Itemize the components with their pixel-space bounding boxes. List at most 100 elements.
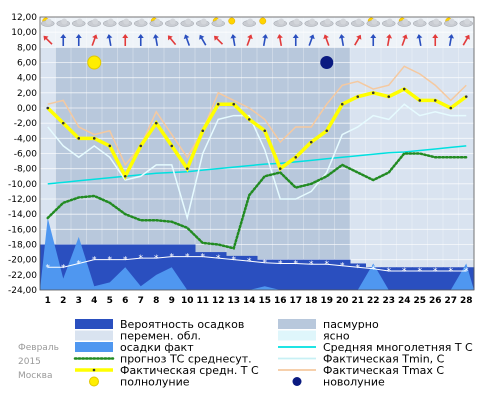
x-tick-label: 9 — [169, 296, 175, 306]
x-tick-label: 19 — [320, 296, 333, 306]
tavg-line — [46, 87, 468, 181]
wind-arrow-icon — [354, 34, 362, 46]
star-marker: * — [309, 260, 314, 270]
cloud-puff — [355, 18, 362, 25]
cloud-puff — [278, 18, 285, 25]
star-marker: * — [340, 262, 345, 272]
wind-arrow-icon — [183, 34, 191, 46]
tavg-point — [418, 99, 422, 102]
y-tick-label: -12,00 — [8, 195, 37, 205]
legend-label-tavg: Фактическая средн. Т С — [120, 364, 259, 377]
star-marker: * — [123, 256, 128, 266]
star-marker: * — [449, 267, 454, 277]
cloud-puff — [371, 18, 378, 25]
star-marker: * — [154, 254, 159, 264]
cloud-puff — [107, 18, 114, 25]
y-tick-label: -2,00 — [14, 119, 38, 129]
star-marker: * — [46, 263, 51, 273]
legend-swatch-precip_fact — [75, 342, 113, 352]
star-marker: * — [418, 267, 423, 277]
wind-arrow-icon — [370, 34, 377, 46]
city-label: Москва — [18, 371, 52, 381]
cloud-puff — [464, 18, 471, 25]
cloud-puff — [138, 18, 145, 25]
wind-arrow-head — [199, 34, 205, 40]
star-marker: * — [216, 254, 221, 264]
weather-icons — [41, 17, 473, 47]
wind-arrow-icon — [338, 34, 345, 47]
cloud-puff — [386, 18, 393, 25]
normal-temp-line — [47, 145, 467, 185]
precip-fact-area — [40, 217, 474, 290]
tmin-line — [47, 103, 467, 221]
star-marker: * — [464, 267, 469, 277]
x-tick-label: 16 — [274, 296, 287, 306]
y-tick-label: -20,00 — [8, 256, 37, 266]
plot-border — [39, 16, 475, 291]
star-marker: * — [201, 253, 206, 263]
precip-prob-day-24 — [396, 267, 413, 290]
tavg-point — [247, 118, 251, 121]
tavg-point — [154, 121, 158, 125]
wind-arrow-head — [370, 34, 377, 38]
star-marker: * — [433, 267, 438, 277]
tavg-point — [123, 174, 127, 178]
star-marker: * — [108, 256, 113, 266]
legend-label-newmoon: новолуние — [323, 376, 385, 389]
tavg-point — [61, 121, 65, 125]
x-tick-label: 28 — [460, 296, 473, 306]
x-tick-label: 15 — [258, 296, 271, 306]
tavg-point — [185, 167, 189, 170]
x-tick-label: 20 — [336, 296, 349, 306]
star-marker: * — [247, 257, 252, 267]
month-label: Февраль — [18, 343, 59, 353]
tavg-point — [340, 102, 344, 106]
star-marker: * — [170, 253, 175, 263]
wind-arrow-head — [386, 34, 393, 39]
cloud-puff — [61, 18, 68, 25]
tavg-point — [294, 155, 298, 159]
y-tick-label: -16,00 — [8, 225, 37, 235]
x-tick-label: 3 — [76, 296, 82, 306]
tavg-point — [402, 87, 406, 91]
wind-arrow-head — [230, 34, 237, 39]
wind-arrow-head — [92, 34, 98, 40]
wind-arrow-head — [183, 34, 190, 40]
wind-arrow-head — [402, 34, 408, 40]
legend-label-fullmoon: полнолуние — [120, 376, 190, 389]
y-tick-label: -4,00 — [14, 134, 38, 144]
wind-arrow-icon — [262, 34, 269, 47]
wind-arrow-head — [247, 34, 253, 40]
wind-arrow-head — [416, 34, 423, 39]
cloud-puff — [45, 18, 52, 25]
tavg-point — [325, 129, 329, 133]
legend-label-variable: перемен. обл. — [120, 330, 201, 343]
star-marker: * — [387, 267, 392, 277]
tavg-point — [77, 137, 81, 140]
x-tick-label: 4 — [91, 296, 97, 306]
precip-prob-day-17 — [288, 259, 304, 290]
x-tick-label: 22 — [367, 296, 380, 306]
legend-label-tmin: Фактическая Tmin, C — [323, 353, 445, 366]
tavg-point — [449, 106, 453, 110]
cloud-puff — [324, 18, 331, 25]
tavg-point — [263, 129, 267, 133]
wind-arrow-head — [262, 34, 269, 39]
x-tick-label: 26 — [429, 296, 442, 306]
legend: Вероятность осадков пасмурно перемен. обл.… — [73, 318, 473, 389]
star-marker: * — [294, 259, 299, 269]
star-marker: * — [185, 253, 190, 263]
wind-arrow-head — [106, 34, 113, 39]
legend-label-precip_fact: осадки факт — [120, 341, 194, 354]
legend-label-normal: Средняя многолетняя Т С — [323, 341, 473, 354]
legend-label-forecast: прогноз ТС среднесут. — [120, 353, 252, 366]
cloud-puff — [448, 18, 455, 25]
tavg-point — [108, 144, 112, 148]
wind-arrow-icon — [60, 34, 67, 46]
wind-arrow-head — [323, 34, 329, 40]
year-label: 2015 — [18, 357, 41, 367]
star-marker: * — [263, 259, 268, 269]
cloud-puff — [433, 18, 440, 25]
cloud-puff — [293, 18, 300, 25]
